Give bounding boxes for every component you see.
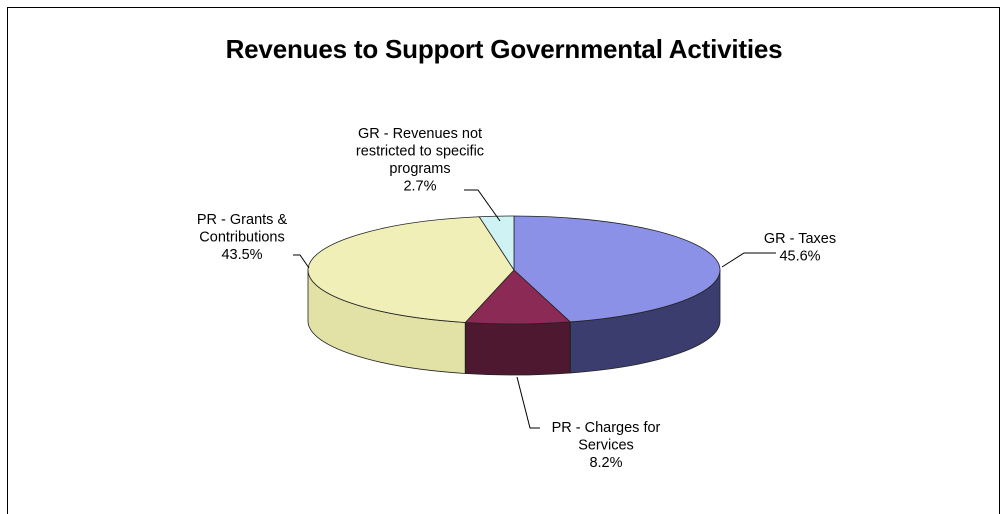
leader-lines [293,189,776,429]
pie-side-1 [464,321,571,376]
slice-labels: GR - Taxes 45.6% PR - Charges for Services 8… [197,126,836,471]
slice-label-0: GR - Taxes 45.6% [764,231,836,265]
leader-line-1 [516,376,540,429]
slice-label-3: GR - Revenues not restricted to specific p… [356,126,484,195]
slice-label-2: PR - Grants & Contributions 43.5% [197,212,288,263]
pie-tops [307,215,721,325]
slice-label-1: PR - Charges for Services 8.2% [552,420,661,471]
chart-frame [7,7,1000,514]
leader-line-3 [464,189,501,222]
leader-line-2 [293,254,310,269]
pie-slice-0 [513,215,721,323]
pie-slice-1 [464,269,572,325]
chart-title: Revenues to Support Governmental Activit… [225,34,783,64]
leader-line-0 [721,252,776,268]
pie-slice-2 [307,216,515,323]
